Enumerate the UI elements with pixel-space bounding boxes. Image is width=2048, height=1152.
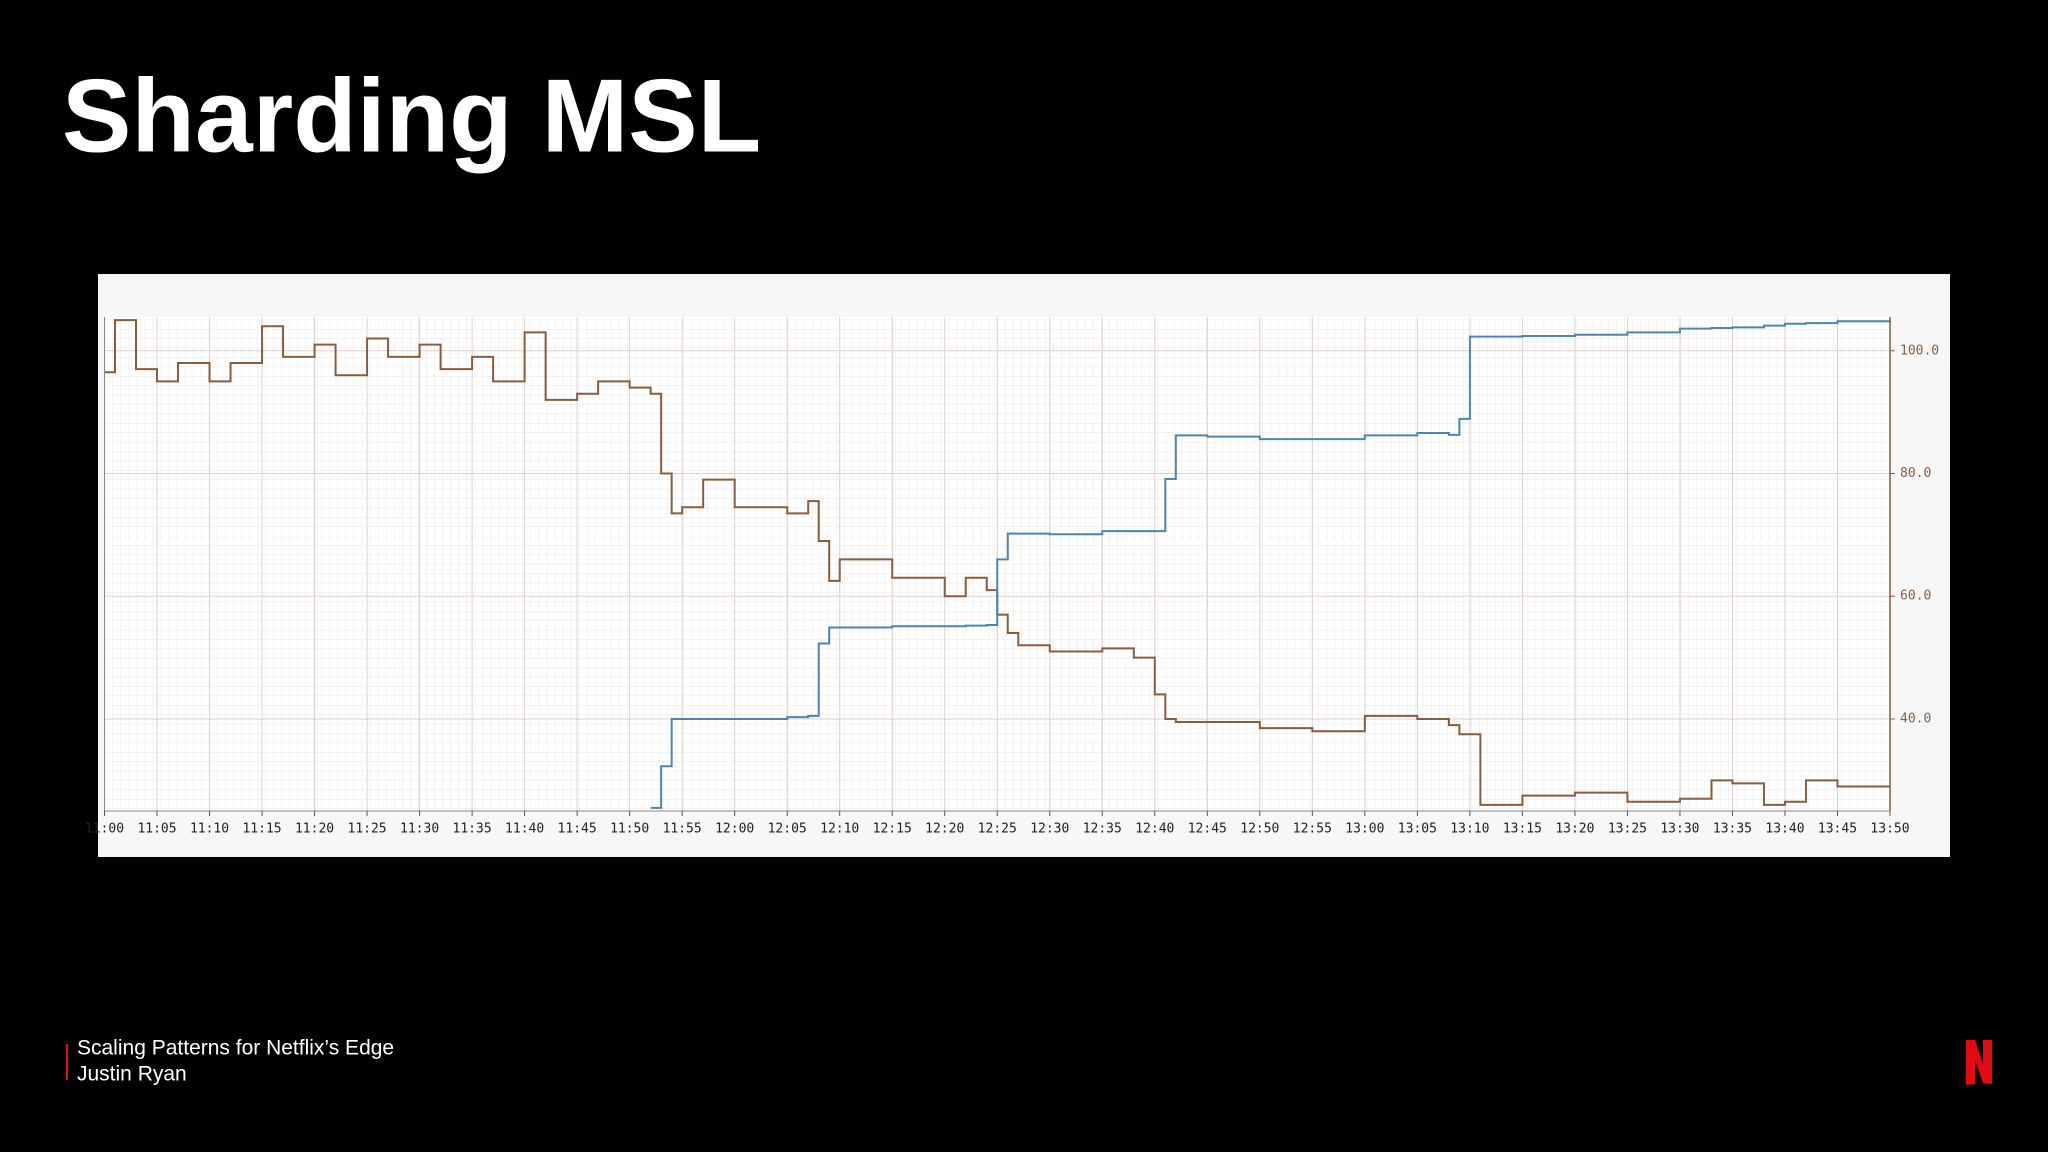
- x-tick-label: 11:55: [663, 822, 702, 837]
- x-tick-label: 11:20: [295, 822, 334, 837]
- series-line: [104, 319, 1890, 806]
- x-tick-label: 11:35: [453, 822, 492, 837]
- series-line: [650, 320, 1891, 809]
- x-tick-label: 11:45: [558, 822, 597, 837]
- footer-author: Justin Ryan: [77, 1063, 187, 1086]
- x-tick-label: 13:15: [1503, 822, 1542, 837]
- netflix-logo: [1966, 1040, 1992, 1085]
- y-tick-label: 40.0: [1900, 711, 1931, 726]
- x-tick-label: 13:25: [1608, 822, 1647, 837]
- x-tick-label: 13:00: [1345, 822, 1384, 837]
- x-tick-label: 12:00: [715, 822, 754, 837]
- x-tick-label: 11:00: [85, 822, 124, 837]
- slide-title: Sharding MSL: [62, 58, 761, 174]
- x-tick-label: 12:20: [925, 822, 964, 837]
- x-tick-label: 11:25: [348, 822, 387, 837]
- footer-talk: Scaling Patterns for Netflix’s Edge: [77, 1037, 394, 1060]
- x-tick-label: 11:15: [242, 822, 281, 837]
- x-tick-label: 13:10: [1450, 822, 1489, 837]
- x-tick-label: 13:50: [1870, 822, 1909, 837]
- x-tick-label: 12:45: [1188, 822, 1227, 837]
- x-tick-label: 11:10: [190, 822, 229, 837]
- y-tick-label: 60.0: [1900, 589, 1931, 604]
- x-tick-label: 12:55: [1293, 822, 1332, 837]
- x-tick-label: 13:45: [1818, 822, 1857, 837]
- x-tick-label: 11:40: [505, 822, 544, 837]
- x-tick-label: 11:50: [610, 822, 649, 837]
- x-tick-label: 12:50: [1240, 822, 1279, 837]
- x-tick-label: 13:35: [1713, 822, 1752, 837]
- y-tick-label: 80.0: [1900, 466, 1931, 481]
- x-tick-label: 12:30: [1030, 822, 1069, 837]
- x-tick-label: 11:05: [137, 822, 176, 837]
- x-tick-label: 13:05: [1398, 822, 1437, 837]
- x-tick-label: 12:25: [978, 822, 1017, 837]
- y-tick-label: 100.0: [1900, 343, 1939, 358]
- x-tick-label: 13:20: [1555, 822, 1594, 837]
- x-tick-label: 13:40: [1765, 822, 1804, 837]
- x-tick-label: 12:05: [768, 822, 807, 837]
- x-tick-label: 12:35: [1083, 822, 1122, 837]
- x-tick-label: 11:30: [400, 822, 439, 837]
- x-tick-label: 12:40: [1135, 822, 1174, 837]
- x-tick-label: 13:30: [1660, 822, 1699, 837]
- x-tick-label: 12:10: [820, 822, 859, 837]
- x-tick-label: 12:15: [873, 822, 912, 837]
